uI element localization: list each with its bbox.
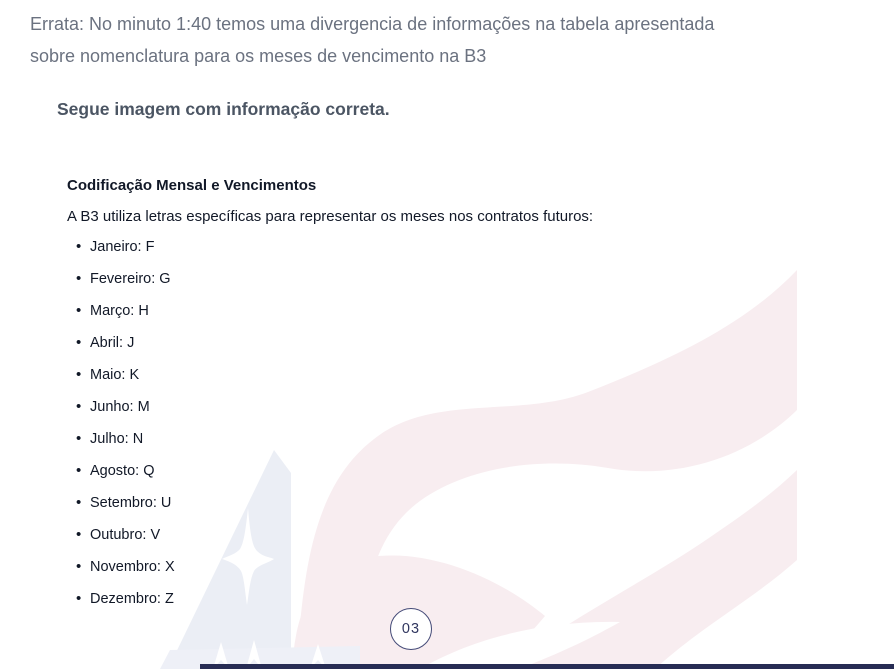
month-code-item: Abril: J <box>76 335 175 351</box>
watermark-blue-triangle <box>168 450 291 669</box>
bottom-bar <box>200 664 894 669</box>
errata-subtitle: Segue imagem com informação correta. <box>57 99 390 119</box>
month-code-item: Junho: M <box>76 399 175 415</box>
month-code-item: Agosto: Q <box>76 463 175 479</box>
month-code-item: Março: H <box>76 303 175 319</box>
month-code-item: Setembro: U <box>76 495 175 511</box>
month-code-item: Outubro: V <box>76 527 175 543</box>
errata-text: Errata: No minuto 1:40 temos uma diverge… <box>30 14 715 66</box>
watermark-pink-band-lower <box>505 470 797 669</box>
page-number: 03 <box>401 621 421 637</box>
month-code-list: Janeiro: F Fevereiro: G Março: H Abril: … <box>76 239 175 624</box>
page-number-badge: 03 <box>390 608 432 650</box>
month-code-item: Maio: K <box>76 367 175 383</box>
watermark-white-swoosh <box>420 621 620 669</box>
month-code-item: Janeiro: F <box>76 239 175 255</box>
watermark-pink-band-upper <box>297 270 797 669</box>
month-code-item: Fevereiro: G <box>76 271 175 287</box>
intro-paragraph: A B3 utiliza letras específicas para rep… <box>67 208 594 225</box>
month-code-item: Dezembro: Z <box>76 591 175 607</box>
section-heading: Codificação Mensal e Vencimentos <box>67 177 317 194</box>
month-code-item: Julho: N <box>76 431 175 447</box>
watermark-star-icon <box>222 508 274 605</box>
month-code-item: Novembro: X <box>76 559 175 575</box>
